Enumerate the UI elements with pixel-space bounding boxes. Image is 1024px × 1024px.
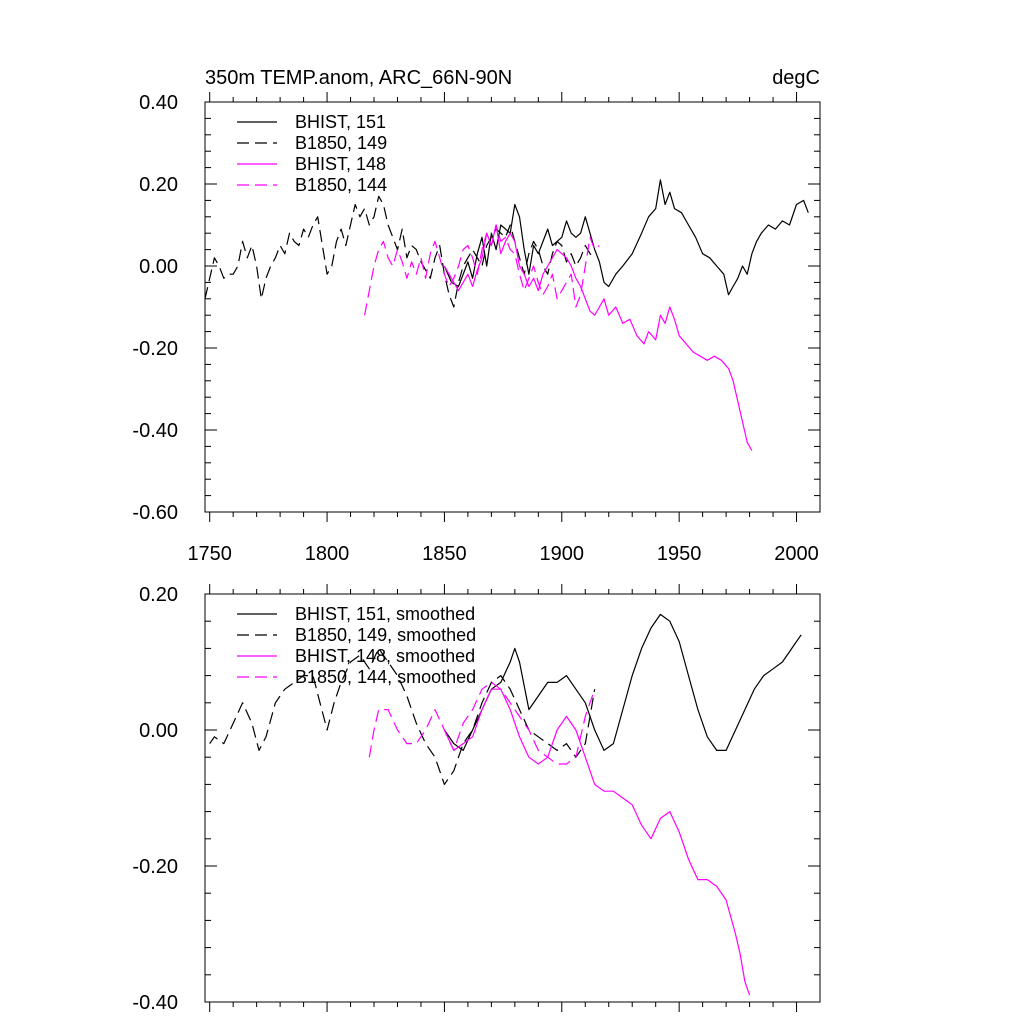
x-tick-label: 2000 xyxy=(774,543,819,565)
legend-label-0: BHIST, 151, smoothed xyxy=(295,604,475,624)
x-tick-label: 1950 xyxy=(657,543,702,565)
y-tick-label: -0.20 xyxy=(132,338,178,360)
x-tick-label: 1850 xyxy=(422,543,467,565)
legend-label-3: B1850, 144 xyxy=(295,175,387,195)
x-tick-label: 1750 xyxy=(187,543,232,565)
y-tick-label: 0.20 xyxy=(139,584,178,606)
legend-label-3: B1850, 144, smoothed xyxy=(295,667,476,687)
plot-frame xyxy=(204,101,821,513)
series-line-3 xyxy=(364,224,600,316)
y-tick-label: -0.20 xyxy=(132,856,178,878)
x-tick-label: 1900 xyxy=(540,543,585,565)
series-line-0 xyxy=(443,179,809,296)
y-tick-label: -0.40 xyxy=(132,420,178,442)
legend-label-1: B1850, 149 xyxy=(295,133,387,153)
chart-title: 350m TEMP.anom, ARC_66N-90N xyxy=(205,67,512,89)
y-tick-label: -0.60 xyxy=(132,502,178,524)
series-line-2 xyxy=(443,224,753,451)
x-tick-label: 1800 xyxy=(305,543,350,565)
y-tick-label: 0.20 xyxy=(139,174,178,196)
units-label: degC xyxy=(772,67,820,89)
series-line-1 xyxy=(205,195,596,308)
y-tick-label: 0.40 xyxy=(139,92,178,114)
legend-label-2: BHIST, 148 xyxy=(295,154,386,174)
legend-label-1: B1850, 149, smoothed xyxy=(295,625,476,645)
top-panel: 350m TEMP.anom, ARC_66N-90N degC -0.60 -0.4… xyxy=(132,67,821,565)
y-tick-label: 0.00 xyxy=(139,720,178,742)
series-line-2 xyxy=(443,688,751,996)
legend-label-2: BHIST, 148, smoothed xyxy=(295,646,475,666)
series-line-1 xyxy=(209,647,596,786)
plot-frame xyxy=(204,593,821,1003)
series-line-0 xyxy=(443,613,802,752)
y-tick-label: 0.00 xyxy=(139,256,178,278)
y-tick-label: -0.40 xyxy=(132,992,178,1014)
series-line-3 xyxy=(368,681,596,765)
legend-label-0: BHIST, 151 xyxy=(295,112,386,132)
